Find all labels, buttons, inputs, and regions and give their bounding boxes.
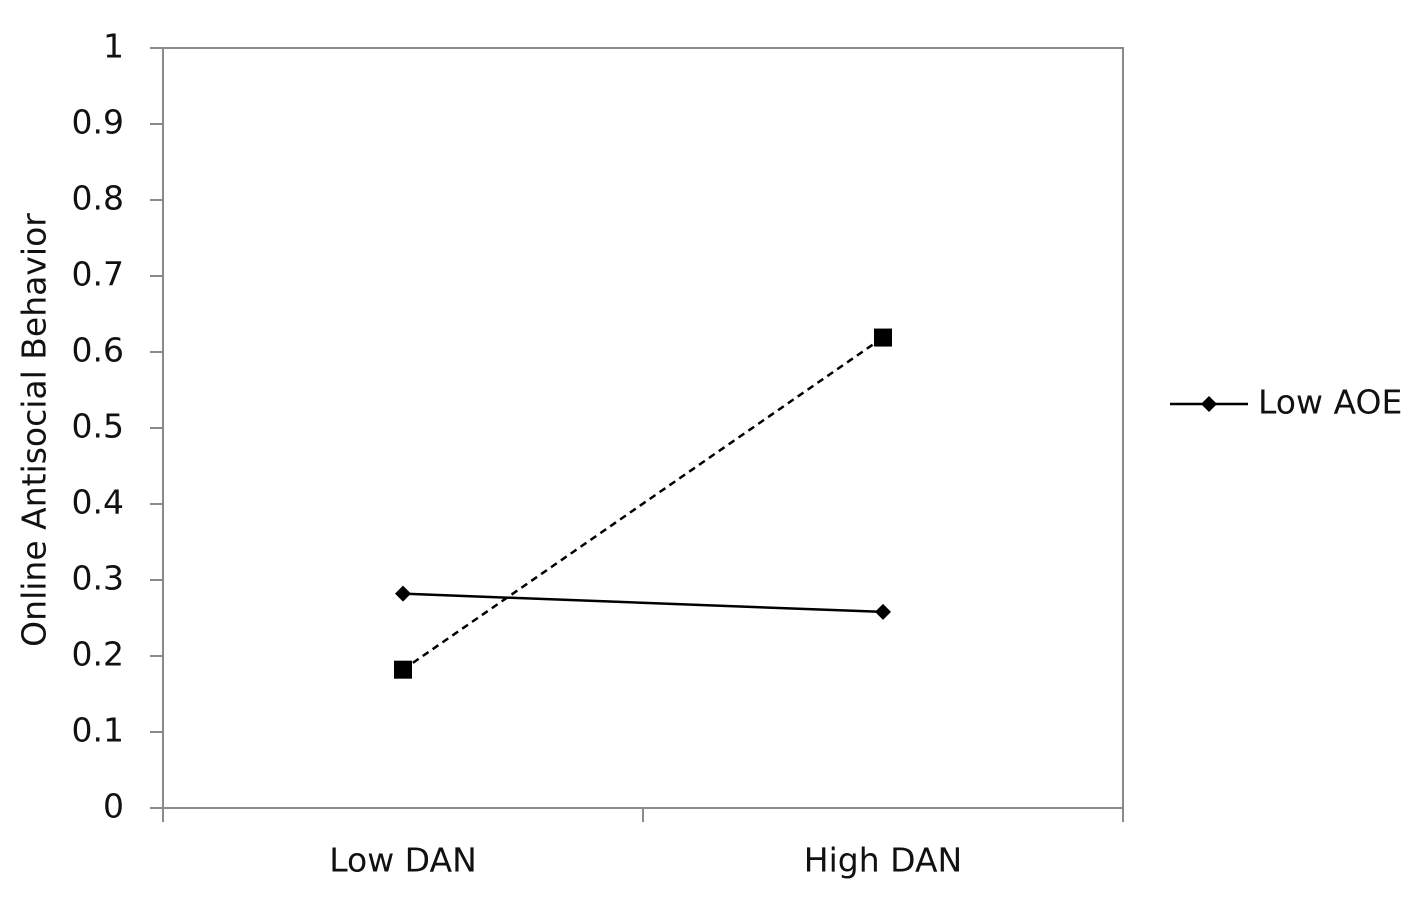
data-point bbox=[395, 585, 411, 602]
y-tick-label: 0.5 bbox=[72, 407, 124, 446]
y-tick-label: 1 bbox=[103, 27, 124, 66]
legend-label: Low AOE bbox=[1258, 383, 1402, 422]
y-tick-label: 0.8 bbox=[72, 179, 124, 218]
data-point bbox=[875, 603, 891, 620]
data-point bbox=[394, 660, 412, 679]
y-tick-label: 0.9 bbox=[72, 103, 124, 142]
y-tick-label: 0.1 bbox=[72, 711, 124, 750]
series-line bbox=[402, 336, 884, 671]
y-tick-label: 0.6 bbox=[72, 331, 124, 370]
y-tick-label: 0.7 bbox=[72, 255, 124, 294]
legend-marker bbox=[1201, 396, 1217, 412]
series-line bbox=[402, 592, 884, 614]
x-tick-label: Low DAN bbox=[329, 841, 477, 880]
plot-frame bbox=[162, 47, 1124, 809]
data-point bbox=[874, 328, 892, 347]
x-tick-label: High DAN bbox=[804, 841, 962, 880]
y-tick-label: 0.4 bbox=[72, 483, 124, 522]
y-tick-label: 0.2 bbox=[72, 635, 124, 674]
y-tick-label: 0.3 bbox=[72, 559, 124, 598]
y-tick-label: 0 bbox=[103, 787, 124, 826]
y-axis-label: Online Antisocial Behavior bbox=[15, 213, 54, 647]
